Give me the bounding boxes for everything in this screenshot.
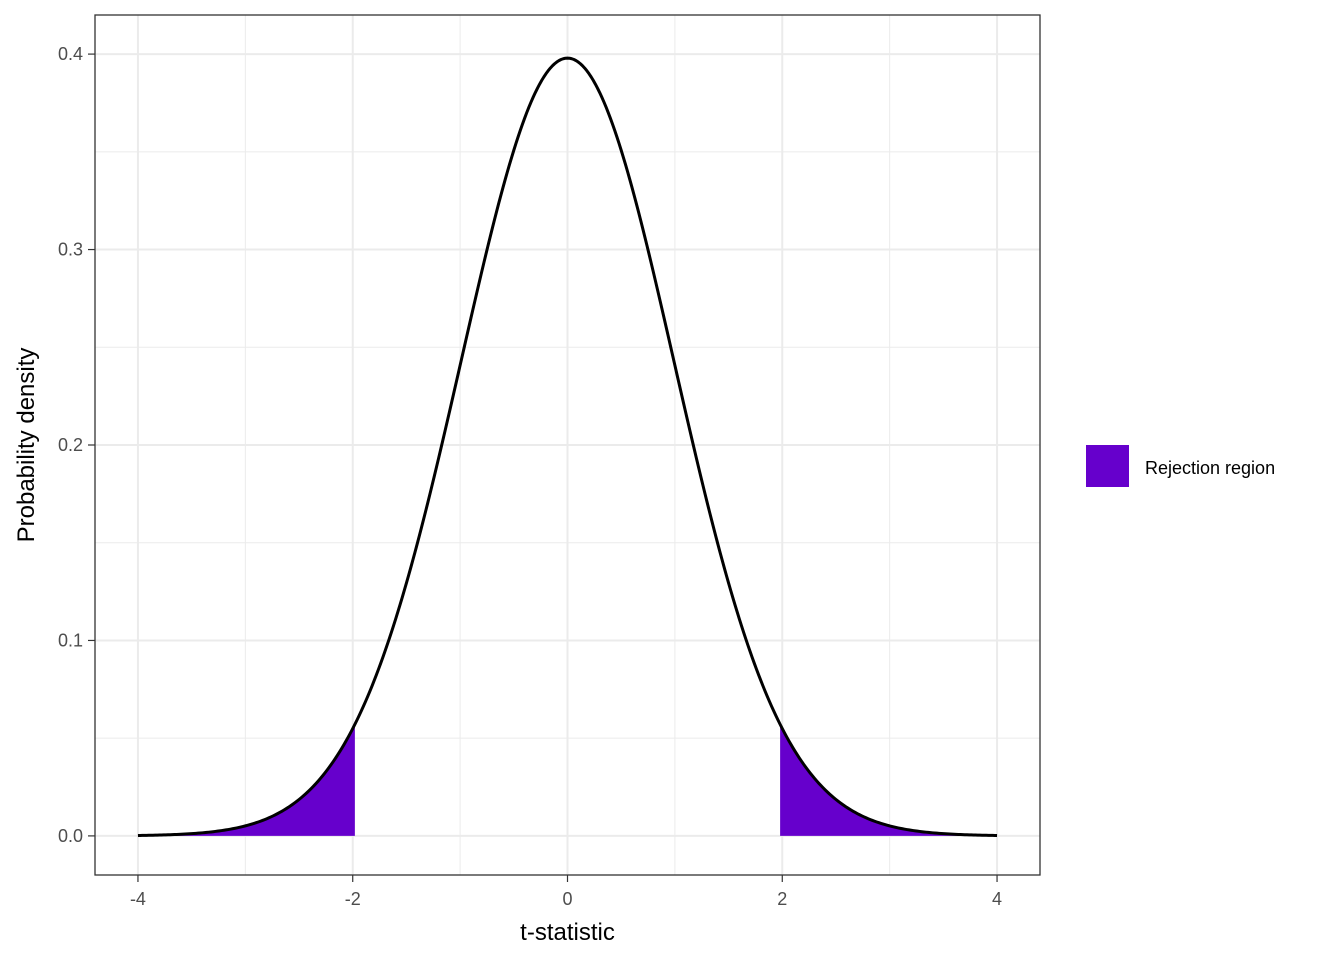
grid — [95, 15, 1040, 875]
x-tick-label: 2 — [777, 889, 787, 909]
y-tick-label: 0.4 — [58, 44, 83, 64]
density-curve — [137, 56, 998, 837]
y-tick-label: 0.2 — [58, 435, 83, 455]
rejection-region-right — [780, 724, 998, 836]
density-curve-layer — [137, 56, 998, 837]
axis-ticks: -4 -2 0 2 4 0.0 0.1 0.2 0.3 0.4 — [58, 44, 1002, 909]
y-tick-label: 0.0 — [58, 826, 83, 846]
y-tick-label: 0.3 — [58, 240, 83, 260]
legend-key-rejection-region — [1086, 445, 1129, 487]
rejection-region-left — [137, 724, 355, 836]
x-tick-label: 0 — [562, 889, 572, 909]
legend: Rejection region — [1086, 445, 1275, 487]
x-axis-title: t-statistic — [520, 919, 615, 946]
x-tick-label: -2 — [345, 889, 361, 909]
y-tick-label: 0.1 — [58, 630, 83, 650]
x-tick-label: 4 — [992, 889, 1002, 909]
x-tick-label: -4 — [130, 889, 146, 909]
y-axis-title: Probability density — [13, 348, 40, 543]
rejection-areas — [137, 724, 998, 836]
legend-label-rejection-region: Rejection region — [1145, 458, 1275, 478]
